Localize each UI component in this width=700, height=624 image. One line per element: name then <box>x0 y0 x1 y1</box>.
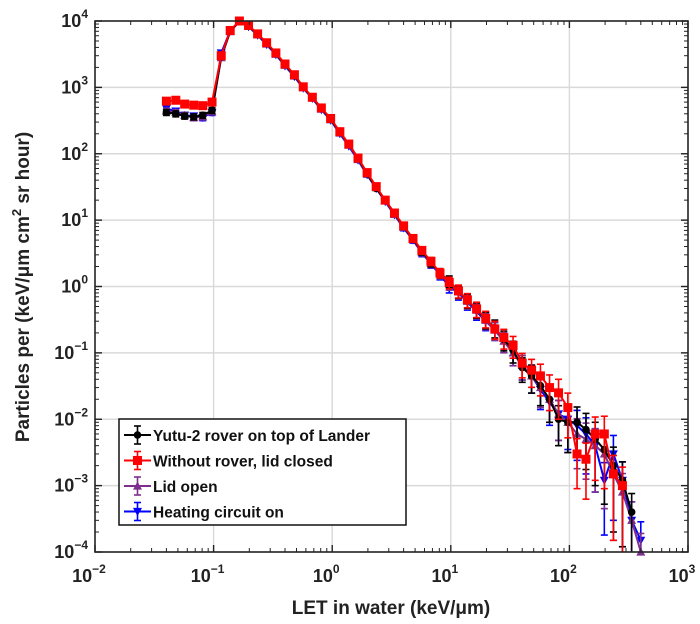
data-point <box>162 108 171 117</box>
data-point <box>453 286 463 296</box>
y-tick-label: 10−4 <box>54 538 88 562</box>
data-point <box>508 340 518 350</box>
data-point <box>189 100 199 110</box>
legend-label: Heating circuit on <box>153 505 284 522</box>
data-point <box>472 304 482 314</box>
data-point <box>298 82 308 92</box>
data-point <box>627 508 636 516</box>
data-point <box>335 127 345 137</box>
y-tick-label: 101 <box>61 206 88 230</box>
data-point <box>180 99 190 109</box>
data-point <box>353 153 363 163</box>
data-point <box>499 333 509 343</box>
y-axis-label: Particles per (keV/μm cm2 sr hour) <box>9 132 34 442</box>
y-tick-label: 102 <box>61 140 88 164</box>
data-point <box>399 221 409 231</box>
x-tick-label: 100 <box>313 562 340 586</box>
data-point <box>326 113 336 123</box>
data-point <box>171 109 180 118</box>
y-tick-label: 104 <box>61 7 88 31</box>
data-point <box>207 97 217 107</box>
data-point <box>362 168 372 178</box>
legend-entry: Heating circuit on <box>124 501 284 522</box>
x-axis-label: LET in water (keV/μm) <box>292 598 491 619</box>
x-tick-label: 101 <box>431 562 458 586</box>
data-point <box>289 70 299 80</box>
data-point <box>262 38 272 48</box>
data-point <box>535 371 545 381</box>
data-point <box>316 103 326 113</box>
data-point <box>417 245 427 255</box>
data-point <box>527 365 537 375</box>
data-point <box>444 277 454 287</box>
legend: Yutu-2 rover on top of Lander Without rov… <box>118 418 407 526</box>
data-point <box>271 48 281 58</box>
data-point <box>490 324 500 334</box>
data-point <box>307 92 317 102</box>
data-point <box>462 295 472 305</box>
data-point <box>380 195 390 205</box>
data-point <box>435 268 445 278</box>
data-point <box>171 95 181 105</box>
data-point <box>517 358 527 368</box>
data-point <box>582 425 590 434</box>
data-point <box>573 418 581 427</box>
x-tick-label: 103 <box>669 562 696 586</box>
data-point <box>545 383 555 393</box>
y-tick-label: 10−1 <box>54 339 88 363</box>
data-point <box>253 29 263 39</box>
series-line <box>166 19 624 487</box>
data-point <box>180 112 189 120</box>
tick-labels: 10−2 10−1 100 101 102 103 10−4 10−3 10−2 10−1 100 1… <box>54 7 695 586</box>
data-point <box>371 182 381 192</box>
data-point <box>554 388 564 398</box>
legend-label: Lid open <box>153 479 218 496</box>
data-point <box>225 25 235 35</box>
y-tick-label: 100 <box>61 273 88 297</box>
y-tick-label: 103 <box>61 73 88 97</box>
data-point <box>198 101 208 111</box>
legend-box <box>118 418 407 526</box>
x-tick-label: 10−1 <box>191 562 225 586</box>
legend-entry: Yutu-2 rover on top of Lander <box>124 425 370 445</box>
data-point <box>590 429 600 439</box>
data-point <box>198 111 207 120</box>
data-point <box>208 106 216 115</box>
data-point <box>189 113 198 121</box>
y-tick-label: 10−2 <box>54 405 88 429</box>
legend-marker <box>133 507 142 516</box>
ticks <box>94 20 689 553</box>
series-without-rover-lid-closed <box>161 16 627 552</box>
data-point <box>599 429 609 439</box>
data-point <box>581 454 591 464</box>
data-point <box>280 59 290 69</box>
y-tick-label: 10−3 <box>54 472 88 496</box>
data-point <box>244 20 254 30</box>
data-point <box>426 256 436 266</box>
data-point <box>481 313 491 323</box>
data-point <box>161 96 171 106</box>
x-tick-label: 10−2 <box>72 562 106 586</box>
legend-entry: Lid open <box>124 476 218 496</box>
legend-label: Yutu-2 rover on top of Lander <box>153 428 370 445</box>
data-point <box>608 469 618 479</box>
legend-marker <box>133 456 142 465</box>
x-tick-label: 102 <box>550 562 577 586</box>
data-point <box>572 449 582 459</box>
data-point <box>344 139 354 149</box>
legend-label: Without rover, lid closed <box>153 454 333 471</box>
series-layer <box>161 16 646 556</box>
legend-marker <box>133 481 142 490</box>
data-point <box>389 208 399 218</box>
data-point <box>408 233 418 243</box>
legend-entry: Without rover, lid closed <box>124 450 333 471</box>
data-point <box>617 481 627 491</box>
data-point <box>563 403 573 413</box>
data-point <box>216 51 226 61</box>
legend-marker <box>133 431 142 439</box>
